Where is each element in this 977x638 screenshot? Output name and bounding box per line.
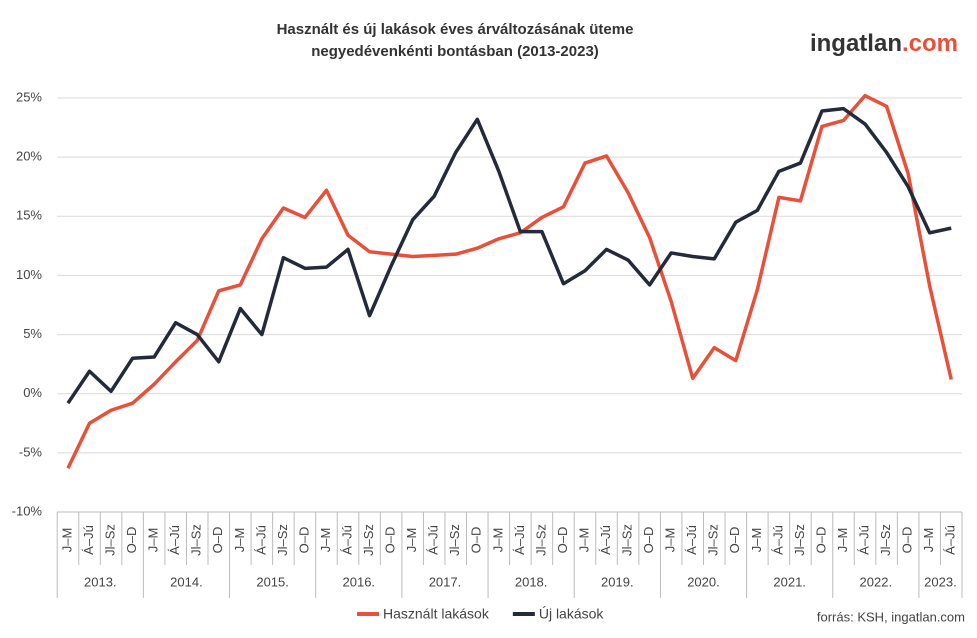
series-line: [66, 106, 952, 405]
year-label: 2021.: [773, 574, 806, 589]
x-tick-label: Jl–Sz: [102, 524, 117, 556]
x-tick-label: O–D: [555, 527, 570, 554]
x-tick-label: J–M: [490, 528, 505, 553]
source: forrás: KSH, ingatlan.com: [817, 609, 965, 624]
year-label: 2018.: [515, 574, 548, 589]
y-tick-label: -5%: [19, 444, 43, 459]
x-tick-label: J–M: [318, 528, 333, 553]
x-tick-label: J–M: [749, 528, 764, 553]
y-tick-label: 10%: [16, 267, 42, 282]
x-tick-label: O–D: [900, 527, 915, 554]
y-tick-label: -10%: [12, 503, 43, 518]
x-tick-label: O–D: [296, 527, 311, 554]
year-label: 2014.: [170, 574, 203, 589]
year-label: 2022.: [860, 574, 893, 589]
x-tick-label: J–M: [146, 528, 161, 553]
x-tick-label: J–M: [921, 528, 936, 553]
series-line: [66, 93, 953, 469]
x-tick-label: Á–Jú: [81, 525, 96, 555]
year-label: 2016.: [343, 574, 376, 589]
legend-label: Új lakások: [539, 606, 605, 622]
x-tick-label: O–D: [210, 527, 225, 554]
x-tick-label: Á–Jú: [512, 525, 527, 555]
year-label: 2019.: [601, 574, 634, 589]
x-tick-label: Á–Jú: [167, 525, 182, 555]
x-tick-label: Jl–Sz: [706, 524, 721, 556]
logo-text: .com: [902, 30, 958, 57]
y-tick-label: 25%: [16, 89, 42, 104]
x-tick-label: Jl–Sz: [275, 524, 290, 556]
y-tick-label: 5%: [23, 326, 42, 341]
legend-label: Használt lakások: [383, 606, 490, 622]
y-tick-label: 0%: [23, 385, 42, 400]
x-tick-label: Jl–Sz: [792, 524, 807, 556]
x-tick-label: J–M: [576, 528, 591, 553]
chart-title: Használt és új lakások éves árváltozásán…: [277, 21, 634, 38]
x-tick-label: Jl–Sz: [620, 524, 635, 556]
x-tick-label: Jl–Sz: [447, 524, 462, 556]
x-tick-label: O–D: [813, 527, 828, 554]
x-tick-label: Á–Jú: [253, 525, 268, 555]
x-tick-label: O–D: [641, 527, 656, 554]
year-label: 2023.: [924, 574, 957, 589]
x-tick-label: Á–Jú: [856, 525, 871, 555]
year-label: 2020.: [687, 574, 720, 589]
x-tick-label: Á–Jú: [339, 525, 354, 555]
x-tick-label: O–D: [383, 527, 398, 554]
logo-text: ingatlan: [810, 30, 902, 57]
x-tick-label: J–M: [404, 528, 419, 553]
x-tick-label: Jl–Sz: [533, 524, 548, 556]
y-tick-label: 15%: [16, 208, 42, 223]
x-tick-label: O–D: [469, 527, 484, 554]
x-tick-label: J–M: [663, 528, 678, 553]
x-tick-label: J–M: [232, 528, 247, 553]
year-label: 2017.: [429, 574, 462, 589]
x-tick-label: J–M: [59, 528, 74, 553]
chart-title: negyedévenkénti bontásban (2013-2023): [311, 43, 599, 60]
logo: ingatlan.com: [810, 30, 958, 57]
x-tick-label: Á–Jú: [426, 525, 441, 555]
x-tick-label: Jl–Sz: [361, 524, 376, 556]
x-tick-label: O–D: [727, 527, 742, 554]
x-tick-label: Á–Jú: [598, 525, 613, 555]
year-label: 2015.: [256, 574, 289, 589]
x-tick-label: Jl–Sz: [878, 524, 893, 556]
x-tick-label: Á–Jú: [943, 525, 958, 555]
x-tick-label: O–D: [124, 527, 139, 554]
year-label: 2013.: [84, 574, 117, 589]
x-tick-label: J–M: [835, 528, 850, 553]
x-tick-label: Á–Jú: [770, 525, 785, 555]
x-tick-label: Á–Jú: [684, 525, 699, 555]
x-tick-label: Jl–Sz: [189, 524, 204, 556]
y-tick-label: 20%: [16, 149, 42, 164]
